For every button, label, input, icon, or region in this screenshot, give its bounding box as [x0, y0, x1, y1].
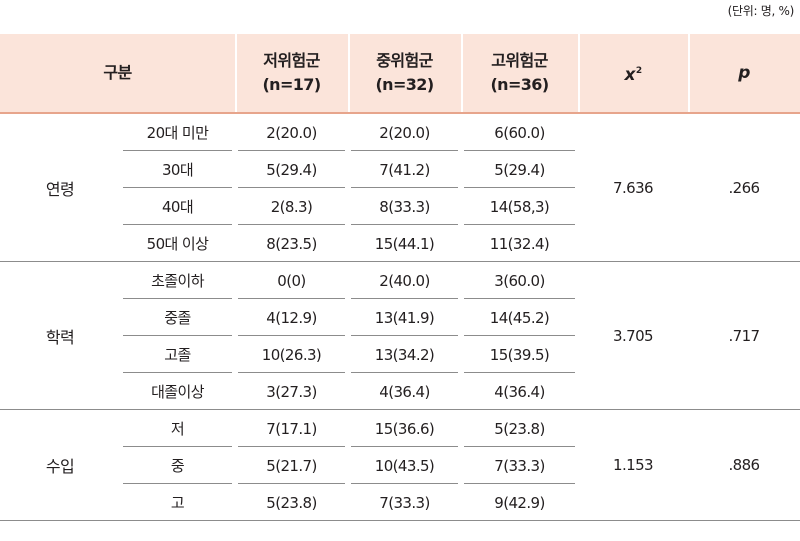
header-high-risk-n: (n=36): [490, 75, 549, 94]
risk-group-table: 구분 저위험군 (n=17) 중위험군 (n=32) 고위험군 (n=36) x…: [0, 34, 800, 521]
table-row: 학력 초졸이하 0(0) 2(40.0) 3(60.0) 3.705.717: [0, 262, 800, 410]
row-label: 50대 이상: [120, 225, 235, 262]
low-risk-value: 2(20.0): [235, 114, 348, 151]
chi-symbol: x: [624, 65, 635, 85]
header-high-risk-name: 고위험군: [491, 51, 548, 70]
high-risk-value: 9(42.9): [461, 484, 578, 521]
row-label: 고졸: [120, 336, 235, 373]
low-risk-value: 5(29.4): [235, 151, 348, 188]
chi-square-value: 7.636: [578, 114, 688, 262]
mid-risk-value: 2(40.0): [348, 262, 461, 299]
header-chi-square: x2: [578, 34, 688, 114]
table-row: 연령 20대 미만 2(20.0) 2(20.0) 6(60.0) 7.636.266: [0, 114, 800, 262]
table-row: 수입 저 7(17.1) 15(36.6) 5(23.8) 1.153.886: [0, 410, 800, 521]
mid-risk-value: 4(36.4): [348, 373, 461, 410]
header-low-risk-name: 저위험군: [263, 51, 320, 70]
table-header-row: 구분 저위험군 (n=17) 중위험군 (n=32) 고위험군 (n=36) x…: [0, 34, 800, 114]
high-risk-value: 14(58,3): [461, 188, 578, 225]
high-risk-value: 15(39.5): [461, 336, 578, 373]
high-risk-value: 7(33.3): [461, 447, 578, 484]
p-value: .886: [688, 410, 800, 521]
high-risk-value: 3(60.0): [461, 262, 578, 299]
table-row: 30대 5(29.4) 7(41.2) 5(29.4): [0, 151, 800, 188]
mid-risk-value: 2(20.0): [348, 114, 461, 151]
low-risk-value: 5(23.8): [235, 484, 348, 521]
low-risk-value: 5(21.7): [235, 447, 348, 484]
row-label: 초졸이하: [120, 262, 235, 299]
row-label: 20대 미만: [120, 114, 235, 151]
row-label: 중졸: [120, 299, 235, 336]
low-risk-value: 2(8.3): [235, 188, 348, 225]
row-label: 40대: [120, 188, 235, 225]
table-body: 연령 20대 미만 2(20.0) 2(20.0) 6(60.0) 7.636.266 30…: [0, 114, 800, 521]
low-risk-value: 8(23.5): [235, 225, 348, 262]
row-label: 대졸이상: [120, 373, 235, 410]
table-row: 50대 이상 8(23.5) 15(44.1) 11(32.4): [0, 225, 800, 262]
row-label: 고: [120, 484, 235, 521]
mid-risk-value: 7(41.2): [348, 151, 461, 188]
high-risk-value: 11(32.4): [461, 225, 578, 262]
mid-risk-value: 15(44.1): [348, 225, 461, 262]
header-low-risk: 저위험군 (n=17): [235, 34, 348, 114]
section-label: 수입: [0, 410, 120, 521]
section-label: 연령: [0, 114, 120, 262]
p-value: .266: [688, 114, 800, 262]
table-row: 중 5(21.7) 10(43.5) 7(33.3): [0, 447, 800, 484]
mid-risk-value: 8(33.3): [348, 188, 461, 225]
table-row: 대졸이상 3(27.3) 4(36.4) 4(36.4): [0, 373, 800, 410]
row-label: 중: [120, 447, 235, 484]
header-high-risk: 고위험군 (n=36): [461, 34, 578, 114]
mid-risk-value: 7(33.3): [348, 484, 461, 521]
chi-square-value: 1.153: [578, 410, 688, 521]
p-value: .717: [688, 262, 800, 410]
header-mid-risk: 중위험군 (n=32): [348, 34, 461, 114]
header-group: 구분: [0, 34, 235, 114]
mid-risk-value: 15(36.6): [348, 410, 461, 447]
low-risk-value: 7(17.1): [235, 410, 348, 447]
high-risk-value: 4(36.4): [461, 373, 578, 410]
unit-note: (단위: 명, %): [727, 4, 795, 18]
high-risk-value: 5(29.4): [461, 151, 578, 188]
section-label: 학력: [0, 262, 120, 410]
table-row: 고 5(23.8) 7(33.3) 9(42.9): [0, 484, 800, 521]
high-risk-value: 14(45.2): [461, 299, 578, 336]
header-mid-risk-n: (n=32): [375, 75, 434, 94]
mid-risk-value: 10(43.5): [348, 447, 461, 484]
header-low-risk-n: (n=17): [262, 75, 321, 94]
chi-square-value: 3.705: [578, 262, 688, 410]
low-risk-value: 3(27.3): [235, 373, 348, 410]
low-risk-value: 10(26.3): [235, 336, 348, 373]
row-label: 30대: [120, 151, 235, 188]
row-label: 저: [120, 410, 235, 447]
table-row: 중졸 4(12.9) 13(41.9) 14(45.2): [0, 299, 800, 336]
mid-risk-value: 13(34.2): [348, 336, 461, 373]
low-risk-value: 0(0): [235, 262, 348, 299]
header-p-value: p: [688, 34, 800, 114]
chi-power: 2: [635, 66, 642, 76]
high-risk-value: 5(23.8): [461, 410, 578, 447]
high-risk-value: 6(60.0): [461, 114, 578, 151]
mid-risk-value: 13(41.9): [348, 299, 461, 336]
table-row: 고졸 10(26.3) 13(34.2) 15(39.5): [0, 336, 800, 373]
header-mid-risk-name: 중위험군: [376, 51, 433, 70]
table-row: 40대 2(8.3) 8(33.3) 14(58,3): [0, 188, 800, 225]
low-risk-value: 4(12.9): [235, 299, 348, 336]
